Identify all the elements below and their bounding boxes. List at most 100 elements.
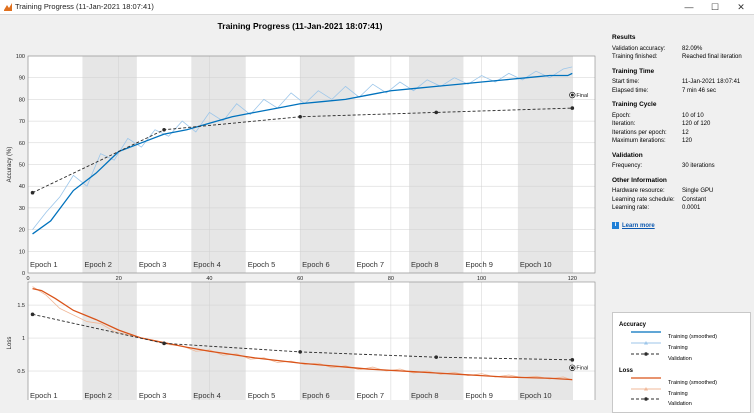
learn-more[interactable]: i Learn more: [612, 222, 752, 231]
y-tick-label: 100: [16, 54, 25, 60]
info-row: Epoch: 10 of 10: [612, 112, 752, 121]
legend-loss-training: Training: [668, 391, 688, 397]
epoch-shade: [82, 282, 137, 400]
training-smoothed-line: [32, 72, 573, 235]
epoch-label: Epoch 10: [520, 260, 552, 269]
training-cycle-header: Training Cycle: [612, 101, 657, 108]
info-row: Training finished: Reached final iteratio…: [612, 53, 752, 62]
epoch-label: Epoch 8: [411, 260, 439, 269]
learn-more-link[interactable]: Learn more: [622, 222, 655, 229]
info-label: Maximum iterations:: [612, 138, 666, 144]
matlab-app-icon: [4, 3, 12, 11]
info-value: 120: [682, 138, 693, 144]
epoch-label: Epoch 6: [302, 260, 330, 269]
info-row: Start time: 11-Jan-2021 18:07:41: [612, 78, 752, 87]
info-row: Iteration: 120 of 120: [612, 120, 752, 129]
info-label: Iteration:: [612, 121, 636, 127]
training-progress-panel: Training Progress (11-Jan-2021 18:07:41)…: [0, 15, 754, 413]
epoch-label: Epoch 8: [411, 391, 439, 400]
info-value: Single GPU: [682, 188, 714, 194]
final-marker-dot: [570, 366, 574, 370]
chart-1: Epoch 1 Epoch 2 Epoch 3 Epoch 4 Epoch 5 Epoch…: [7, 281, 596, 400]
validation-point: [162, 341, 166, 346]
legend-swatch-marker: [644, 397, 648, 401]
info-label: Learning rate schedule:: [612, 196, 675, 203]
y-tick-label: 90: [19, 76, 25, 82]
final-label: Final: [576, 366, 588, 372]
info-label: Elapsed time:: [612, 87, 649, 94]
info-icon: i: [612, 222, 619, 230]
legend-swatch-marker: [644, 387, 648, 391]
validation-point: [162, 127, 166, 132]
chart-0: Epoch 1 Epoch 2 Epoch 3 Epoch 4 Epoch 5 Epoch…: [7, 54, 596, 289]
y-tick-label: 60: [19, 141, 25, 147]
legend-loss-smoothed: Training (smoothed): [668, 380, 718, 386]
legend-swatch-marker: [644, 341, 648, 345]
validation-point: [570, 106, 575, 110]
y-tick-label: 80: [19, 97, 25, 103]
epoch-label: Epoch 5: [248, 260, 276, 269]
epoch-shade: [517, 282, 573, 400]
training-time-header: Training Time: [612, 67, 655, 75]
legend-box: Accuracy Training (smoothed) Training Va…: [612, 312, 751, 413]
epoch-label: Epoch 7: [357, 260, 385, 269]
training-plots: Epoch 1 Epoch 2 Epoch 3 Epoch 4 Epoch 5 Epoch…: [7, 54, 596, 400]
y-tick-label: 0: [22, 271, 25, 277]
info-value: 30 iterations: [682, 163, 715, 169]
info-label: Start time:: [612, 79, 640, 85]
training-smoothed-line: [32, 287, 573, 381]
x-tick-label: 40: [206, 276, 212, 282]
info-row: Hardware resource: Single GPU: [612, 187, 752, 196]
info-label: Frequency:: [612, 163, 643, 169]
epoch-label: Epoch 7: [357, 391, 385, 400]
epoch-label: Epoch 1: [30, 391, 58, 400]
info-row: Iterations per epoch: 12: [612, 129, 752, 138]
legend-acc-training: Training: [668, 345, 688, 351]
info-label: Validation accuracy:: [612, 45, 666, 52]
legend-swatch-marker: [644, 352, 648, 356]
epoch-shade: [409, 282, 464, 400]
x-tick-label: 20: [116, 276, 122, 282]
legend-loss-header: Loss: [619, 368, 634, 374]
validation-header: Validation: [612, 151, 643, 159]
validation-point: [434, 355, 439, 359]
y-tick-label: 0.5: [17, 369, 25, 375]
plot-frame: [27, 55, 596, 274]
y-tick-label: 70: [19, 119, 25, 125]
y-tick-label: 1.5: [17, 303, 25, 309]
info-value: 82.09%: [682, 45, 703, 52]
epoch-label: Epoch 3: [139, 260, 167, 269]
other-info-header: Other Information: [612, 176, 667, 184]
x-tick-label: 100: [477, 276, 486, 282]
epoch-label: Epoch 2: [84, 260, 112, 269]
info-label: Iterations per epoch:: [612, 129, 667, 136]
info-label: Learning rate:: [612, 205, 650, 211]
epoch-label: Epoch 5: [248, 391, 276, 400]
epoch-label: Epoch 1: [30, 260, 58, 269]
y-tick-label: 1: [22, 336, 25, 342]
minimize-button[interactable]: —: [684, 2, 694, 12]
legend-acc-smoothed: Training (smoothed): [668, 334, 718, 340]
maximize-button[interactable]: ☐: [710, 2, 720, 12]
info-value: 11-Jan-2021 18:07:41: [682, 79, 741, 85]
info-value: 0.0001: [682, 205, 701, 211]
close-button[interactable]: ✕: [737, 2, 745, 12]
window-titlebar: Training Progress (11-Jan-2021 18:07:41)…: [0, 0, 754, 15]
info-value: Reached final iteration: [682, 54, 742, 60]
epoch-label: Epoch 9: [465, 391, 493, 400]
info-value: 12: [682, 129, 689, 136]
validation-point: [30, 312, 35, 317]
y-tick-label: 30: [19, 206, 25, 212]
validation-point: [298, 114, 302, 119]
validation-point: [298, 350, 302, 354]
x-tick-label: 0: [26, 276, 29, 282]
epoch-label: Epoch 3: [139, 391, 167, 400]
y-tick-label: 50: [19, 163, 25, 169]
plot-main-title: Training Progress (11-Jan-2021 18:07:41): [217, 21, 383, 31]
legend-acc-validation: Validation: [668, 356, 692, 362]
info-row: Maximum iterations: 120: [612, 137, 752, 146]
epoch-shade: [191, 282, 246, 400]
final-label: Final: [576, 93, 588, 99]
epoch-label: Epoch 9: [465, 260, 493, 269]
epoch-label: Epoch 10: [520, 391, 552, 400]
